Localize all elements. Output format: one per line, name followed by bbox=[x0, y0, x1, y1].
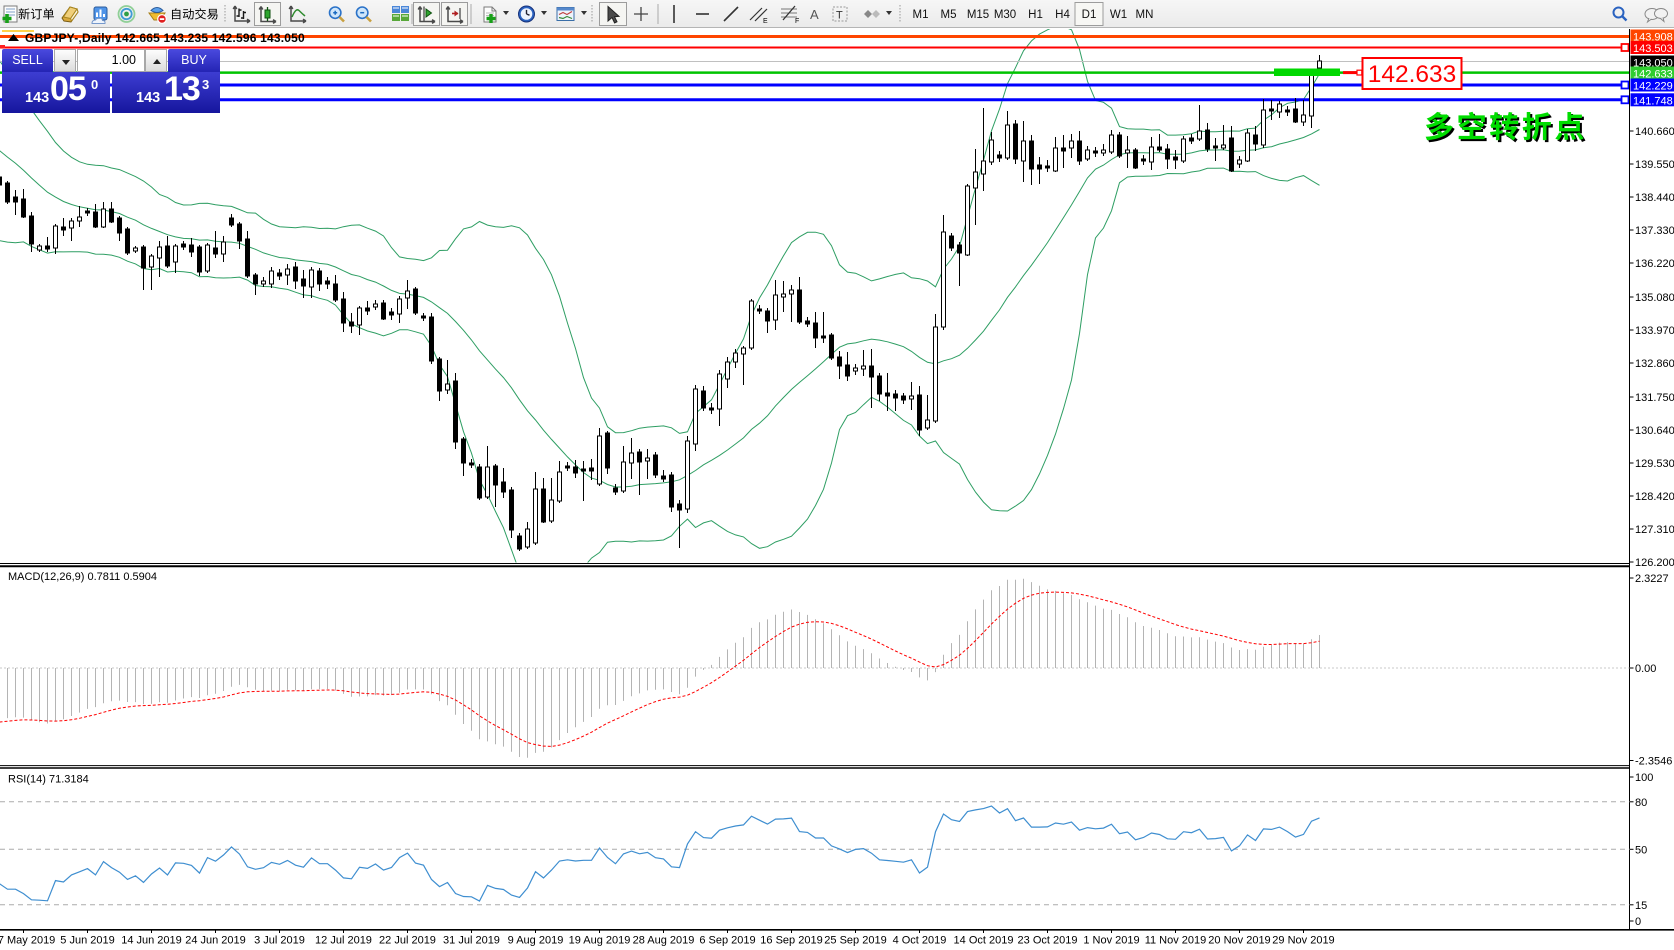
svg-text:E: E bbox=[763, 18, 768, 25]
svg-text:M15: M15 bbox=[967, 9, 989, 21]
svg-text:11 Nov 2019: 11 Nov 2019 bbox=[1145, 935, 1207, 947]
svg-text:137.330: 137.330 bbox=[1635, 225, 1674, 237]
svg-text:12 Jul 2019: 12 Jul 2019 bbox=[315, 935, 372, 947]
svg-text:50: 50 bbox=[1635, 844, 1647, 856]
svg-text:142.633: 142.633 bbox=[1633, 69, 1673, 81]
svg-text:143.908: 143.908 bbox=[1633, 32, 1673, 44]
svg-text:25 Sep 2019: 25 Sep 2019 bbox=[824, 935, 886, 947]
svg-text:M1: M1 bbox=[913, 9, 929, 21]
svg-text:126.200: 126.200 bbox=[1635, 557, 1674, 569]
svg-text:6 Sep 2019: 6 Sep 2019 bbox=[699, 935, 755, 947]
svg-text:M30: M30 bbox=[994, 9, 1016, 21]
svg-text:0: 0 bbox=[1635, 916, 1641, 928]
svg-text:15: 15 bbox=[1635, 900, 1647, 912]
svg-text:24 Jun 2019: 24 Jun 2019 bbox=[185, 935, 246, 947]
svg-text:100: 100 bbox=[1635, 772, 1653, 784]
svg-text:T: T bbox=[836, 10, 843, 22]
svg-text:A: A bbox=[810, 7, 819, 22]
svg-text:129.530: 129.530 bbox=[1635, 458, 1674, 470]
svg-text:133.970: 133.970 bbox=[1635, 325, 1674, 337]
svg-text:M5: M5 bbox=[941, 9, 957, 21]
svg-text:139.550: 139.550 bbox=[1635, 159, 1674, 171]
svg-text:D1: D1 bbox=[1082, 9, 1097, 21]
svg-text:23 Oct 2019: 23 Oct 2019 bbox=[1018, 935, 1078, 947]
svg-text:31 Jul 2019: 31 Jul 2019 bbox=[443, 935, 500, 947]
svg-text:135.080: 135.080 bbox=[1635, 292, 1674, 304]
svg-text:14 Jun 2019: 14 Jun 2019 bbox=[121, 935, 182, 947]
svg-text:29 Nov 2019: 29 Nov 2019 bbox=[1272, 935, 1334, 947]
svg-text:1 Nov 2019: 1 Nov 2019 bbox=[1083, 935, 1139, 947]
svg-text:2.3227: 2.3227 bbox=[1635, 573, 1669, 585]
svg-text:RSI(14) 71.3184: RSI(14) 71.3184 bbox=[8, 774, 89, 786]
svg-text:28 Aug 2019: 28 Aug 2019 bbox=[633, 935, 695, 947]
svg-text:80: 80 bbox=[1635, 797, 1647, 809]
svg-text:F: F bbox=[795, 18, 799, 25]
svg-text:136.220: 136.220 bbox=[1635, 258, 1674, 270]
svg-text:4 Oct 2019: 4 Oct 2019 bbox=[893, 935, 947, 947]
svg-text:W1: W1 bbox=[1110, 9, 1127, 21]
svg-text:GBPJPY-,Daily 142.665 143.235: GBPJPY-,Daily 142.665 143.235 142.596 14… bbox=[25, 31, 305, 45]
svg-text:22 Jul 2019: 22 Jul 2019 bbox=[379, 935, 436, 947]
svg-text:27 May 2019: 27 May 2019 bbox=[0, 935, 55, 947]
svg-text:128.420: 128.420 bbox=[1635, 491, 1674, 503]
svg-text:MN: MN bbox=[1136, 9, 1154, 21]
svg-text:132.860: 132.860 bbox=[1635, 358, 1674, 370]
svg-text:140.660: 140.660 bbox=[1635, 126, 1674, 138]
svg-text:142.633: 142.633 bbox=[1368, 61, 1457, 88]
svg-text:5 Jun 2019: 5 Jun 2019 bbox=[60, 935, 114, 947]
svg-text:131.750: 131.750 bbox=[1635, 392, 1674, 404]
svg-text:14 Oct 2019: 14 Oct 2019 bbox=[954, 935, 1014, 947]
svg-text:H4: H4 bbox=[1055, 9, 1070, 21]
svg-text:3 Jul 2019: 3 Jul 2019 bbox=[254, 935, 305, 947]
svg-text:141.748: 141.748 bbox=[1633, 95, 1673, 107]
svg-text:20 Nov 2019: 20 Nov 2019 bbox=[1208, 935, 1270, 947]
svg-text:-2.3546: -2.3546 bbox=[1635, 756, 1672, 768]
svg-text:9 Aug 2019: 9 Aug 2019 bbox=[508, 935, 564, 947]
svg-text:H1: H1 bbox=[1028, 9, 1043, 21]
svg-text:0.00: 0.00 bbox=[1635, 663, 1656, 675]
svg-text:130.640: 130.640 bbox=[1635, 425, 1674, 437]
svg-text:19 Aug 2019: 19 Aug 2019 bbox=[569, 935, 631, 947]
svg-text:MACD(12,26,9) 0.7811 0.5904: MACD(12,26,9) 0.7811 0.5904 bbox=[8, 571, 157, 583]
svg-text:143.503: 143.503 bbox=[1633, 43, 1673, 55]
svg-text:138.440: 138.440 bbox=[1635, 192, 1674, 204]
svg-text:142.229: 142.229 bbox=[1633, 81, 1673, 93]
svg-text:16 Sep 2019: 16 Sep 2019 bbox=[760, 935, 822, 947]
svg-text:127.310: 127.310 bbox=[1635, 524, 1674, 536]
